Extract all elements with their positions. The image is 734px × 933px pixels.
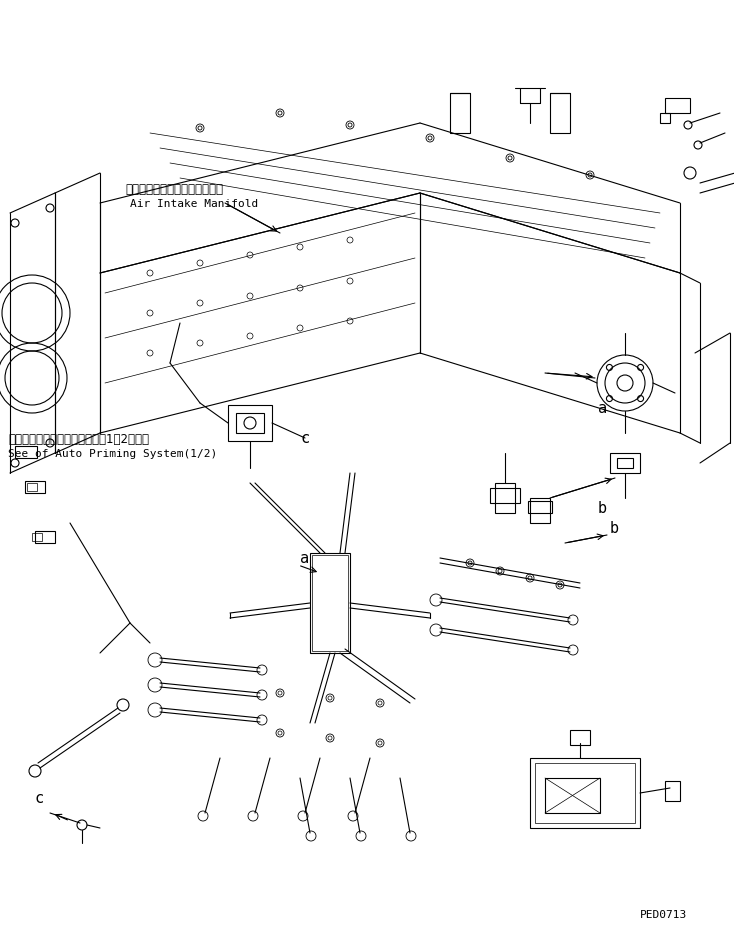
Text: PED0713: PED0713 (640, 910, 687, 920)
Bar (610, 453, 640, 473)
Bar (310, 553, 350, 653)
Text: See of Auto Priming System(1/2): See of Auto Priming System(1/2) (8, 449, 217, 459)
Bar (530, 758, 640, 828)
Bar (535, 763, 635, 823)
Bar (312, 555, 348, 651)
Bar (490, 488, 520, 503)
Bar (15, 446, 37, 458)
Text: b: b (598, 501, 607, 516)
Bar (27, 483, 37, 491)
Bar (660, 113, 670, 123)
Text: エアーインテークマニホールド: エアーインテークマニホールド (125, 183, 223, 196)
Bar (25, 481, 45, 493)
Bar (665, 98, 690, 113)
Text: Air Intake Manifold: Air Intake Manifold (130, 199, 258, 209)
Bar (236, 413, 264, 433)
Bar (550, 93, 570, 133)
Bar (450, 93, 470, 133)
Bar (665, 781, 680, 801)
Bar (228, 405, 272, 441)
Bar (495, 483, 515, 513)
Bar (570, 730, 590, 745)
Text: b: b (610, 521, 619, 536)
Text: c: c (35, 791, 44, 806)
Text: オートプライミングシステム（1／2）参照: オートプライミングシステム（1／2）参照 (8, 433, 149, 446)
Bar (35, 531, 55, 543)
Text: c: c (300, 431, 309, 446)
Bar (528, 501, 552, 513)
Bar (32, 533, 42, 541)
Bar (530, 498, 550, 523)
Text: a: a (598, 401, 607, 416)
Bar (545, 778, 600, 813)
Text: a: a (300, 551, 309, 566)
Bar (617, 458, 633, 468)
